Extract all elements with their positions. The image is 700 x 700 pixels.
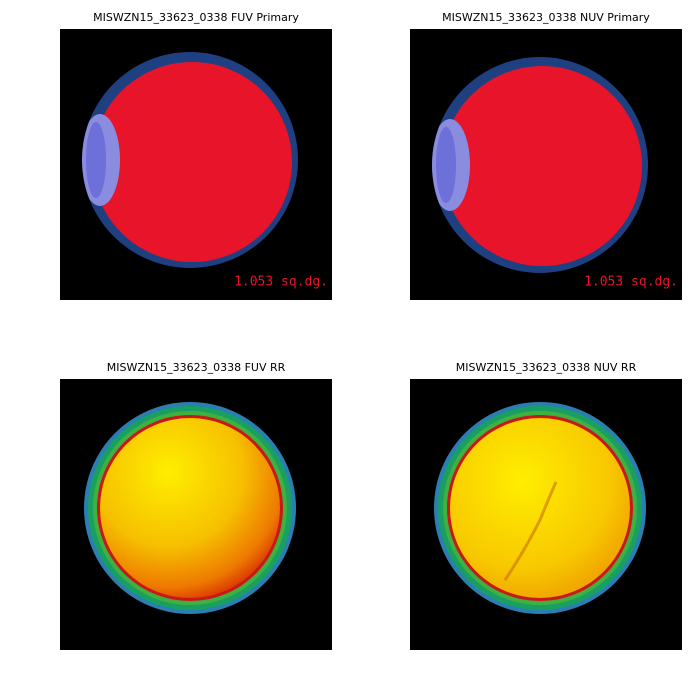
overlap-core [86,122,106,198]
area-label: 1.053 sq.dg. [234,275,328,290]
panel-title: MISWZN15_33623_0338 NUV Primary [442,11,650,24]
panel: MISWZN15_33623_0338 FUV RR [60,361,332,650]
area-label: 1.053 sq.dg. [584,275,678,290]
artifact-streak [503,481,558,581]
panel-title: MISWZN15_33623_0338 FUV RR [107,361,286,374]
response-map [100,418,280,598]
overlap-core [436,127,456,203]
panel: MISWZN15_33623_0338 FUV Primary 1.053 sq… [60,11,332,300]
coverage-area [442,66,642,266]
coverage-area [92,62,292,262]
panel-title: MISWZN15_33623_0338 FUV Primary [93,11,299,24]
panel-title: MISWZN15_33623_0338 NUV RR [456,361,637,374]
panel: MISWZN15_33623_0338 NUV RR [410,361,682,650]
panel: MISWZN15_33623_0338 NUV Primary 1.053 sq… [410,11,682,300]
response-map [450,418,630,598]
